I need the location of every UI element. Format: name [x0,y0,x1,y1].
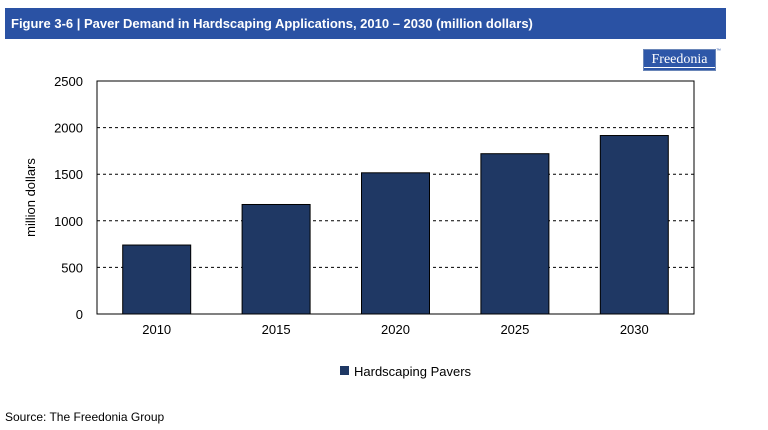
bar-2020 [361,172,430,315]
y-tick-label-0: 0 [76,307,83,322]
bar-chart: 0 500 1000 1500 2000 2500 2010 2015 2020 2025 203… [23,74,695,379]
legend: Hardscaping Pavers [340,364,472,379]
y-axis-label: million dollars [23,158,38,237]
source-note: Source: The Freedonia Group [5,410,165,424]
freedonia-logo: Freedonia [643,49,716,71]
bar-2025 [480,153,550,315]
y-tick-label-1000: 1000 [54,214,83,229]
y-tick-label-500: 500 [61,260,83,275]
x-tick-label-2010: 2010 [142,322,171,337]
x-tick-label-2020: 2020 [381,322,410,337]
bar-2015 [241,203,311,315]
x-tick-label-2015: 2015 [262,322,291,337]
logo-text: Freedonia [651,52,708,67]
bar-2030 [599,135,669,315]
y-tick-label-2000: 2000 [54,121,83,136]
x-tick-label-2025: 2025 [500,322,529,337]
y-tick-label-2500: 2500 [54,74,83,89]
figure-title: Figure 3-6 | Paver Demand in Hardscaping… [5,8,726,39]
legend-swatch-hardscaping-pavers [340,366,349,375]
x-axis-tick-labels: 2010 2015 2020 2025 2030 [142,322,649,337]
y-axis-tick-labels: 0 500 1000 1500 2000 2500 [54,74,83,322]
trademark-mark: ™ [716,48,721,54]
plot-area-frame [96,80,695,315]
bar-2010 [122,244,192,315]
bars [122,135,669,315]
logo-underline [644,67,715,68]
x-tick-label-2030: 2030 [620,322,649,337]
y-tick-label-1500: 1500 [54,167,83,182]
legend-label-hardscaping-pavers: Hardscaping Pavers [354,364,472,379]
